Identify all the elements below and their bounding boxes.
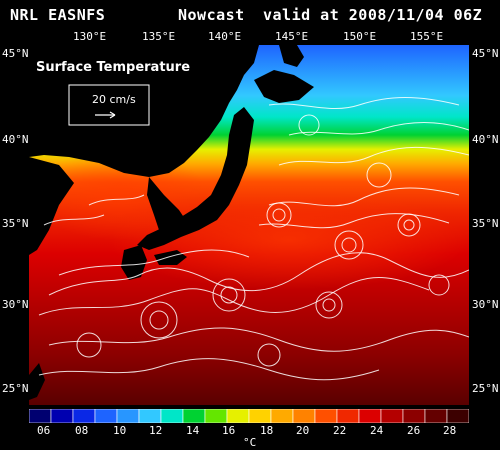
- colorbar-tick-24: 24: [370, 424, 384, 437]
- lat-label-45-right: 45°N: [472, 47, 499, 60]
- colorbar-unit: °C: [243, 436, 257, 449]
- colorbar-swatch: [182, 409, 206, 423]
- colorbar-swatch: [402, 409, 426, 423]
- kyushu: [121, 245, 147, 280]
- shikoku: [154, 250, 187, 265]
- vector-reference-label: 20 cm/s: [92, 93, 136, 106]
- product-title: Nowcast: [178, 6, 245, 24]
- china-coast: [29, 157, 74, 255]
- colorbar-swatch: [29, 409, 52, 423]
- colorbar-swatch: [160, 409, 184, 423]
- hokkaido: [254, 70, 314, 103]
- colorbar-tick-12: 12: [149, 424, 163, 437]
- colorbar-swatch: [446, 409, 469, 423]
- colorbar-tick-16: 16: [222, 424, 236, 437]
- vector-reference-box: [68, 84, 150, 126]
- colorbar-swatch: [50, 409, 74, 423]
- colorbar-tick-18: 18: [260, 424, 274, 437]
- source-title: NRL EASNFS: [10, 6, 106, 24]
- lon-label-130: 130°E: [73, 30, 107, 43]
- colorbar-swatch: [336, 409, 360, 423]
- taiwan: [29, 363, 45, 400]
- colorbar-swatch: [270, 409, 294, 423]
- current-vectors: [38, 97, 469, 381]
- colorbar-tick-10: 10: [113, 424, 127, 437]
- colorbar-swatch: [248, 409, 272, 423]
- colorbar: [29, 409, 469, 423]
- honshu: [137, 107, 254, 250]
- lon-label-135: 135°E: [142, 30, 176, 43]
- lat-label-35-right: 35°N: [472, 217, 499, 230]
- colorbar-swatch: [72, 409, 96, 423]
- lon-label-140: 140°E: [208, 30, 242, 43]
- valid-time: valid at 2008/11/04 06Z: [263, 6, 483, 24]
- colorbar-tick-08: 08: [75, 424, 89, 437]
- colorbar-swatch: [358, 409, 382, 423]
- vector-reference-arrowhead: [109, 111, 116, 119]
- lat-label-35-left: 35°N: [2, 217, 29, 230]
- lat-label-40-right: 40°N: [472, 133, 499, 146]
- sst-map: [29, 45, 469, 405]
- colorbar-swatch: [314, 409, 338, 423]
- lon-label-155: 155°E: [410, 30, 444, 43]
- colorbar-tick-20: 20: [296, 424, 310, 437]
- colorbar-swatch: [94, 409, 118, 423]
- colorbar-swatch: [424, 409, 448, 423]
- colorbar-tick-14: 14: [186, 424, 200, 437]
- colorbar-swatch: [380, 409, 404, 423]
- colorbar-tick-26: 26: [407, 424, 421, 437]
- colorbar-tick-28: 28: [443, 424, 457, 437]
- lat-label-45-left: 45°N: [2, 47, 29, 60]
- lat-label-25-right: 25°N: [472, 382, 499, 395]
- colorbar-swatch: [292, 409, 316, 423]
- lat-label-40-left: 40°N: [2, 133, 29, 146]
- lon-label-150: 150°E: [343, 30, 377, 43]
- field-title-panel: [68, 84, 150, 126]
- lat-label-30-left: 30°N: [2, 298, 29, 311]
- colorbar-tick-22: 22: [333, 424, 347, 437]
- field-title: Surface Temperature: [36, 60, 191, 75]
- colorbar-swatch: [138, 409, 162, 423]
- colorbar-swatch: [226, 409, 250, 423]
- lat-label-30-right: 30°N: [472, 298, 499, 311]
- sakhalin-kuril: [279, 45, 304, 67]
- colorbar-tick-06: 06: [37, 424, 51, 437]
- lat-label-25-left: 25°N: [2, 382, 29, 395]
- lon-label-145: 145°E: [275, 30, 309, 43]
- colorbar-swatch: [204, 409, 228, 423]
- colorbar-swatch: [116, 409, 140, 423]
